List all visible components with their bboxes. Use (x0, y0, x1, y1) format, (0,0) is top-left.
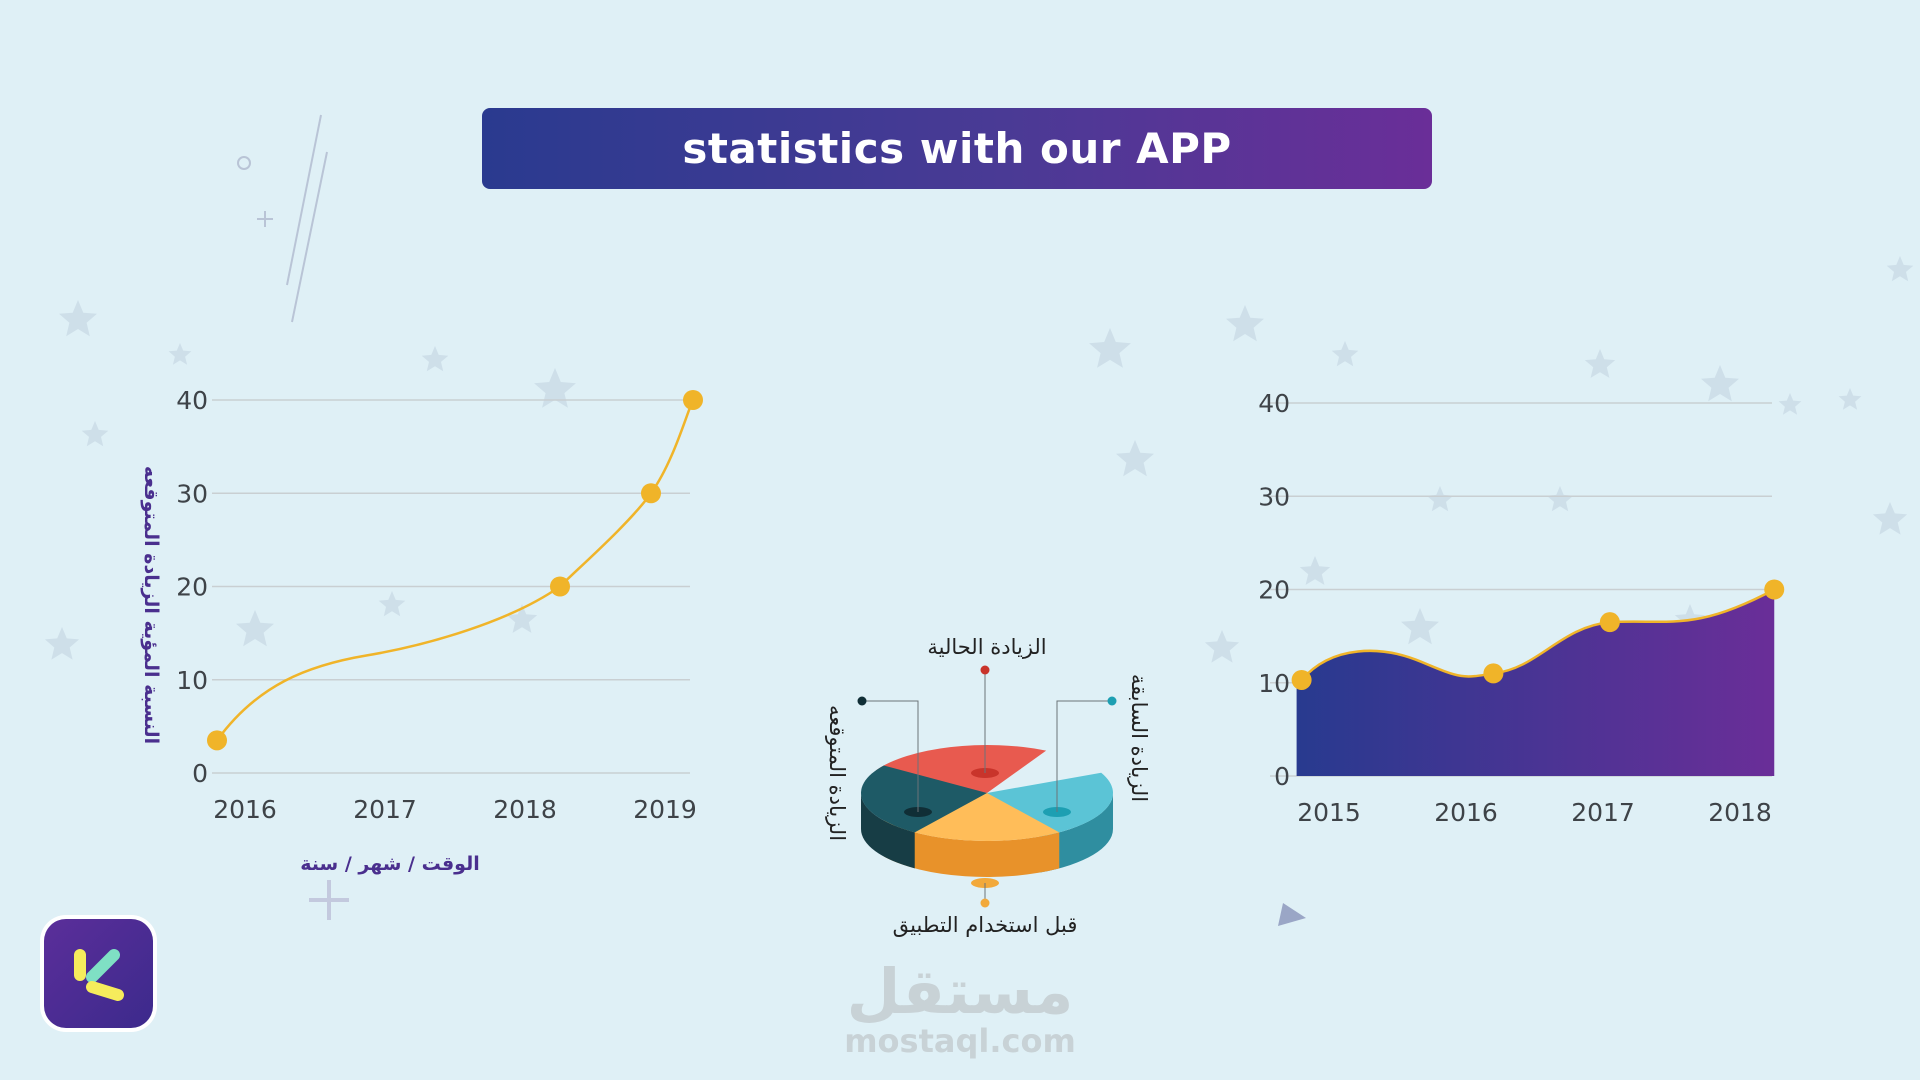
x-tick-label: 2019 (633, 795, 697, 824)
y-tick-label: 40 (1258, 389, 1290, 418)
data-point (207, 730, 227, 751)
area-chart-points (1291, 579, 1785, 690)
star-icon (1116, 440, 1154, 477)
area-chart-y-ticks: 0 10 20 30 40 (1258, 389, 1290, 791)
star-icon (506, 604, 538, 633)
star-icon (534, 368, 576, 408)
decor-line (286, 114, 322, 286)
area-chart-fill (1296, 589, 1775, 776)
area-chart-x-ticks: 2015 2016 2017 2018 (1297, 798, 1772, 827)
line-chart-series-line (215, 399, 695, 742)
y-tick-label: 20 (1258, 576, 1290, 605)
page-title: statistics with our APP (682, 124, 1232, 173)
app-logo (40, 915, 157, 1032)
star-icon (378, 591, 406, 617)
triangle-icon (1278, 903, 1306, 926)
star-icon (59, 300, 97, 337)
star-icon (1872, 502, 1908, 535)
x-tick-label: 2017 (1571, 798, 1635, 827)
app-logo-mark (44, 919, 153, 1028)
x-tick-label: 2015 (1297, 798, 1361, 827)
watermark-arabic: مستقل (846, 955, 1074, 1028)
star-icon (421, 346, 449, 372)
data-point (683, 390, 703, 410)
data-point (1599, 612, 1620, 633)
data-point (641, 483, 661, 504)
pie-leader-dot (857, 696, 867, 706)
star-icon (1546, 486, 1574, 512)
decor-circle (237, 156, 251, 170)
x-tick-label: 2016 (213, 795, 277, 824)
star-icon (1426, 486, 1454, 512)
line-chart-gridlines (212, 399, 690, 774)
data-point (550, 576, 570, 597)
k-logo-icon (74, 949, 124, 1001)
y-tick-label: 10 (1258, 669, 1290, 698)
line-chart-xlabel: الوقت / شهر / سنة (300, 853, 479, 875)
star-icon (168, 343, 192, 365)
pie-slice-side (861, 793, 915, 869)
y-tick-label: 40 (176, 386, 208, 415)
pie-slice (883, 793, 1060, 841)
y-tick-label: 10 (176, 666, 208, 695)
watermark-url: mostaql.com (844, 1022, 1076, 1060)
pie-leader-dot (980, 898, 990, 908)
star-icon (1584, 349, 1616, 378)
pie-leader-dot (1107, 696, 1117, 706)
pie-label-expected: الزيادة المتوقعه (825, 705, 849, 841)
star-icon (44, 627, 80, 660)
title-banner: statistics with our APP (482, 108, 1432, 189)
y-tick-label: 20 (176, 573, 208, 602)
line-chart-x-ticks: 2016 2017 2018 2019 (213, 795, 697, 824)
star-icon (1089, 328, 1131, 368)
plus-icon (257, 211, 273, 227)
y-tick-label: 30 (176, 479, 208, 508)
plus-icon (309, 880, 349, 920)
pie-slice (987, 772, 1114, 837)
star-icon (1401, 608, 1439, 645)
data-point (1764, 579, 1785, 600)
pie-leader-dot (980, 665, 990, 675)
decor-line (291, 151, 328, 323)
data-point (1483, 663, 1504, 684)
star-icon (1838, 388, 1862, 410)
watermark: مستقل mostaql.com (830, 955, 1090, 1060)
star-icon (1331, 341, 1359, 367)
star-icon (1886, 256, 1914, 282)
star-icon (1226, 305, 1264, 342)
y-tick-label: 30 (1258, 482, 1290, 511)
star-icon (1778, 393, 1802, 415)
data-point (1291, 669, 1312, 690)
pie-label-previous: الزيادة السابقة (1127, 674, 1151, 802)
star-icon (236, 610, 274, 647)
x-tick-label: 2018 (493, 795, 557, 824)
line-chart-y-ticks: 0 10 20 30 40 (176, 386, 208, 788)
x-tick-label: 2017 (353, 795, 417, 824)
x-tick-label: 2018 (1708, 798, 1772, 827)
star-icon (81, 421, 109, 447)
pie-leader-line (862, 700, 919, 812)
line-chart-ylabel: النسبة المؤية الزيادة المتوقعه (140, 466, 162, 744)
star-icon (1204, 630, 1240, 663)
pie-leader-line (1056, 700, 1110, 812)
y-tick-label: 0 (1274, 762, 1290, 791)
line-chart-points (207, 390, 703, 751)
pie-label-before-app: قبل استخدام التطبيق (893, 913, 1078, 937)
star-icon (1701, 365, 1739, 402)
y-tick-label: 0 (192, 759, 208, 788)
pie-slice (861, 765, 987, 833)
area-chart-series-line (1300, 588, 1775, 681)
pie-label-current: الزيادة الحالية (927, 635, 1046, 659)
x-tick-label: 2016 (1434, 798, 1498, 827)
star-icon (1299, 556, 1331, 585)
pie-slice-side (883, 820, 1060, 877)
